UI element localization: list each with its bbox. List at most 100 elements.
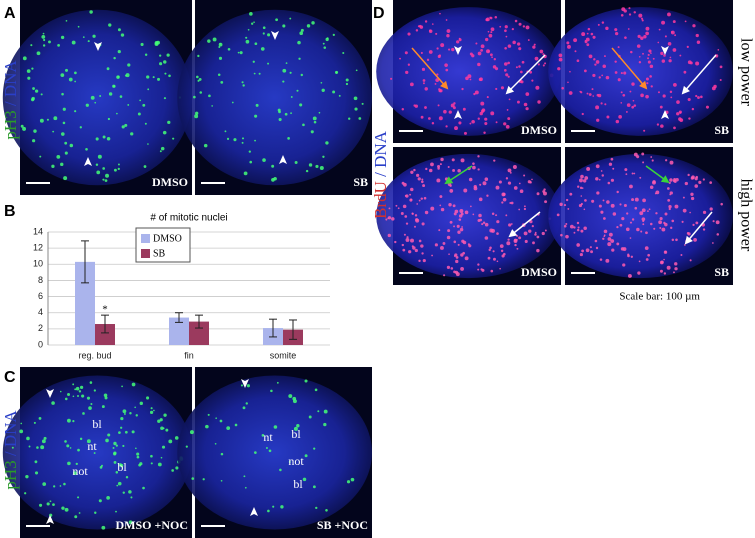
- nucleus: [207, 39, 211, 43]
- nucleus: [607, 237, 612, 241]
- nucleus: [197, 79, 200, 82]
- nucleus: [445, 125, 448, 128]
- nucleus: [67, 461, 71, 466]
- nucleus: [127, 104, 130, 106]
- nucleus: [64, 440, 67, 443]
- nucleus: [142, 103, 146, 107]
- nucleus: [446, 265, 451, 269]
- nucleus: [138, 463, 142, 467]
- nucleus: [30, 97, 35, 102]
- nucleus: [130, 496, 133, 499]
- nucleus: [687, 97, 691, 102]
- nucleus: [160, 456, 163, 459]
- nucleus: [220, 80, 224, 84]
- nucleus: [215, 417, 217, 420]
- nucleus: [505, 124, 510, 129]
- nucleus: [474, 90, 479, 95]
- nucleus: [108, 92, 113, 96]
- nucleus: [536, 235, 540, 239]
- nucleus: [542, 53, 545, 56]
- nucleus: [649, 64, 654, 69]
- nucleus: [688, 117, 691, 120]
- nucleus: [697, 96, 700, 99]
- nucleus: [579, 186, 583, 190]
- nucleus: [490, 269, 494, 273]
- nucleus: [607, 242, 612, 247]
- nucleus: [693, 237, 697, 242]
- nucleus: [431, 254, 433, 257]
- nucleus: [669, 193, 672, 196]
- nucleus: [439, 204, 442, 207]
- nucleus: [482, 181, 487, 186]
- nucleus: [52, 503, 55, 507]
- tissue: [548, 7, 733, 136]
- nucleus: [620, 102, 623, 104]
- nucleus: [81, 394, 85, 398]
- nucleus: [486, 194, 489, 197]
- nucleus: [444, 63, 448, 67]
- nucleus: [65, 19, 68, 22]
- nucleus: [658, 220, 663, 225]
- nucleus: [421, 222, 425, 226]
- nucleus: [421, 67, 426, 71]
- nucleus: [297, 40, 301, 45]
- nucleus: [315, 506, 318, 510]
- nucleus: [493, 159, 496, 162]
- nucleus: [135, 447, 137, 450]
- nucleus: [610, 157, 614, 161]
- nucleus: [388, 207, 391, 210]
- nucleus: [596, 118, 600, 122]
- nucleus: [40, 93, 43, 96]
- nucleus: [499, 244, 504, 248]
- nucleus: [322, 42, 325, 45]
- nucleus: [212, 37, 217, 42]
- nucleus: [673, 126, 676, 130]
- nucleus: [112, 447, 115, 449]
- nucleus: [510, 223, 513, 225]
- nucleus: [271, 178, 275, 182]
- nucleus: [219, 42, 221, 45]
- nucleus: [450, 103, 455, 108]
- nucleus: [645, 94, 649, 99]
- nucleus: [687, 60, 692, 65]
- legend-label: SB: [153, 248, 166, 259]
- nucleus: [647, 53, 650, 57]
- nucleus: [43, 38, 46, 42]
- nucleus: [700, 95, 703, 99]
- stain: BrdU: [371, 181, 390, 219]
- nucleus: [413, 168, 416, 172]
- nucleus: [416, 173, 420, 177]
- nucleus: [61, 92, 64, 96]
- nucleus: [628, 13, 632, 16]
- nucleus: [255, 103, 259, 107]
- nucleus: [454, 270, 459, 274]
- nucleus: [663, 258, 665, 261]
- nucleus: [144, 53, 148, 56]
- arrowhead: [250, 507, 258, 516]
- nucleus: [610, 239, 615, 243]
- nucleus: [529, 181, 532, 184]
- nucleus: [104, 179, 108, 182]
- tissue: [2, 375, 192, 530]
- nucleus: [117, 167, 120, 170]
- nucleus: [561, 86, 564, 90]
- nucleus: [87, 40, 90, 43]
- nucleus: [64, 151, 68, 155]
- tissue: [177, 375, 372, 530]
- nucleus: [522, 25, 526, 28]
- nucleus: [477, 263, 480, 266]
- nucleus: [683, 244, 686, 246]
- nucleus: [720, 202, 723, 206]
- nucleus: [61, 506, 65, 510]
- nucleus: [446, 34, 450, 38]
- arrowhead: [46, 515, 54, 524]
- nucleus: [22, 56, 27, 61]
- nucleus: [695, 61, 700, 66]
- arrowhead: [279, 155, 287, 164]
- nucleus: [601, 174, 605, 177]
- nucleus: [638, 13, 643, 18]
- nucleus: [484, 236, 489, 240]
- nucleus: [237, 51, 240, 54]
- nucleus: [501, 192, 506, 197]
- nucleus: [443, 109, 447, 114]
